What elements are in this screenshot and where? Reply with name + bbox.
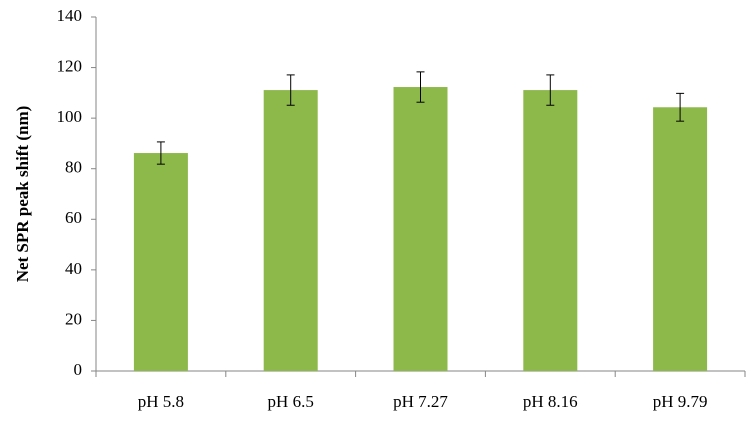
x-tick-label: pH 5.8 xyxy=(138,392,184,411)
y-tick-label: 120 xyxy=(57,56,83,75)
y-axis-label: Net SPR peak shift (nm) xyxy=(13,106,32,283)
y-tick-label: 20 xyxy=(65,309,82,328)
y-tick-label: 100 xyxy=(57,107,83,126)
y-tick-label: 140 xyxy=(57,6,83,25)
y-tick-label: 60 xyxy=(65,208,82,227)
y-tick-label: 80 xyxy=(65,158,82,177)
error-bar xyxy=(546,74,555,106)
bar xyxy=(263,90,318,371)
bar xyxy=(653,107,708,372)
bar xyxy=(393,87,448,371)
y-tick-label: 0 xyxy=(74,360,83,379)
error-bar xyxy=(286,74,295,106)
error-bar xyxy=(676,92,685,122)
y-tick-label: 40 xyxy=(65,259,82,278)
x-tick-label: pH 6.5 xyxy=(268,392,314,411)
x-tick-label: pH 7.27 xyxy=(393,392,448,411)
error-bar xyxy=(156,141,165,165)
bar xyxy=(133,153,188,371)
bar xyxy=(523,90,578,371)
x-tick-label: pH 9.79 xyxy=(653,392,708,411)
x-tick-label: pH 8.16 xyxy=(523,392,578,411)
error-bar xyxy=(416,71,425,103)
